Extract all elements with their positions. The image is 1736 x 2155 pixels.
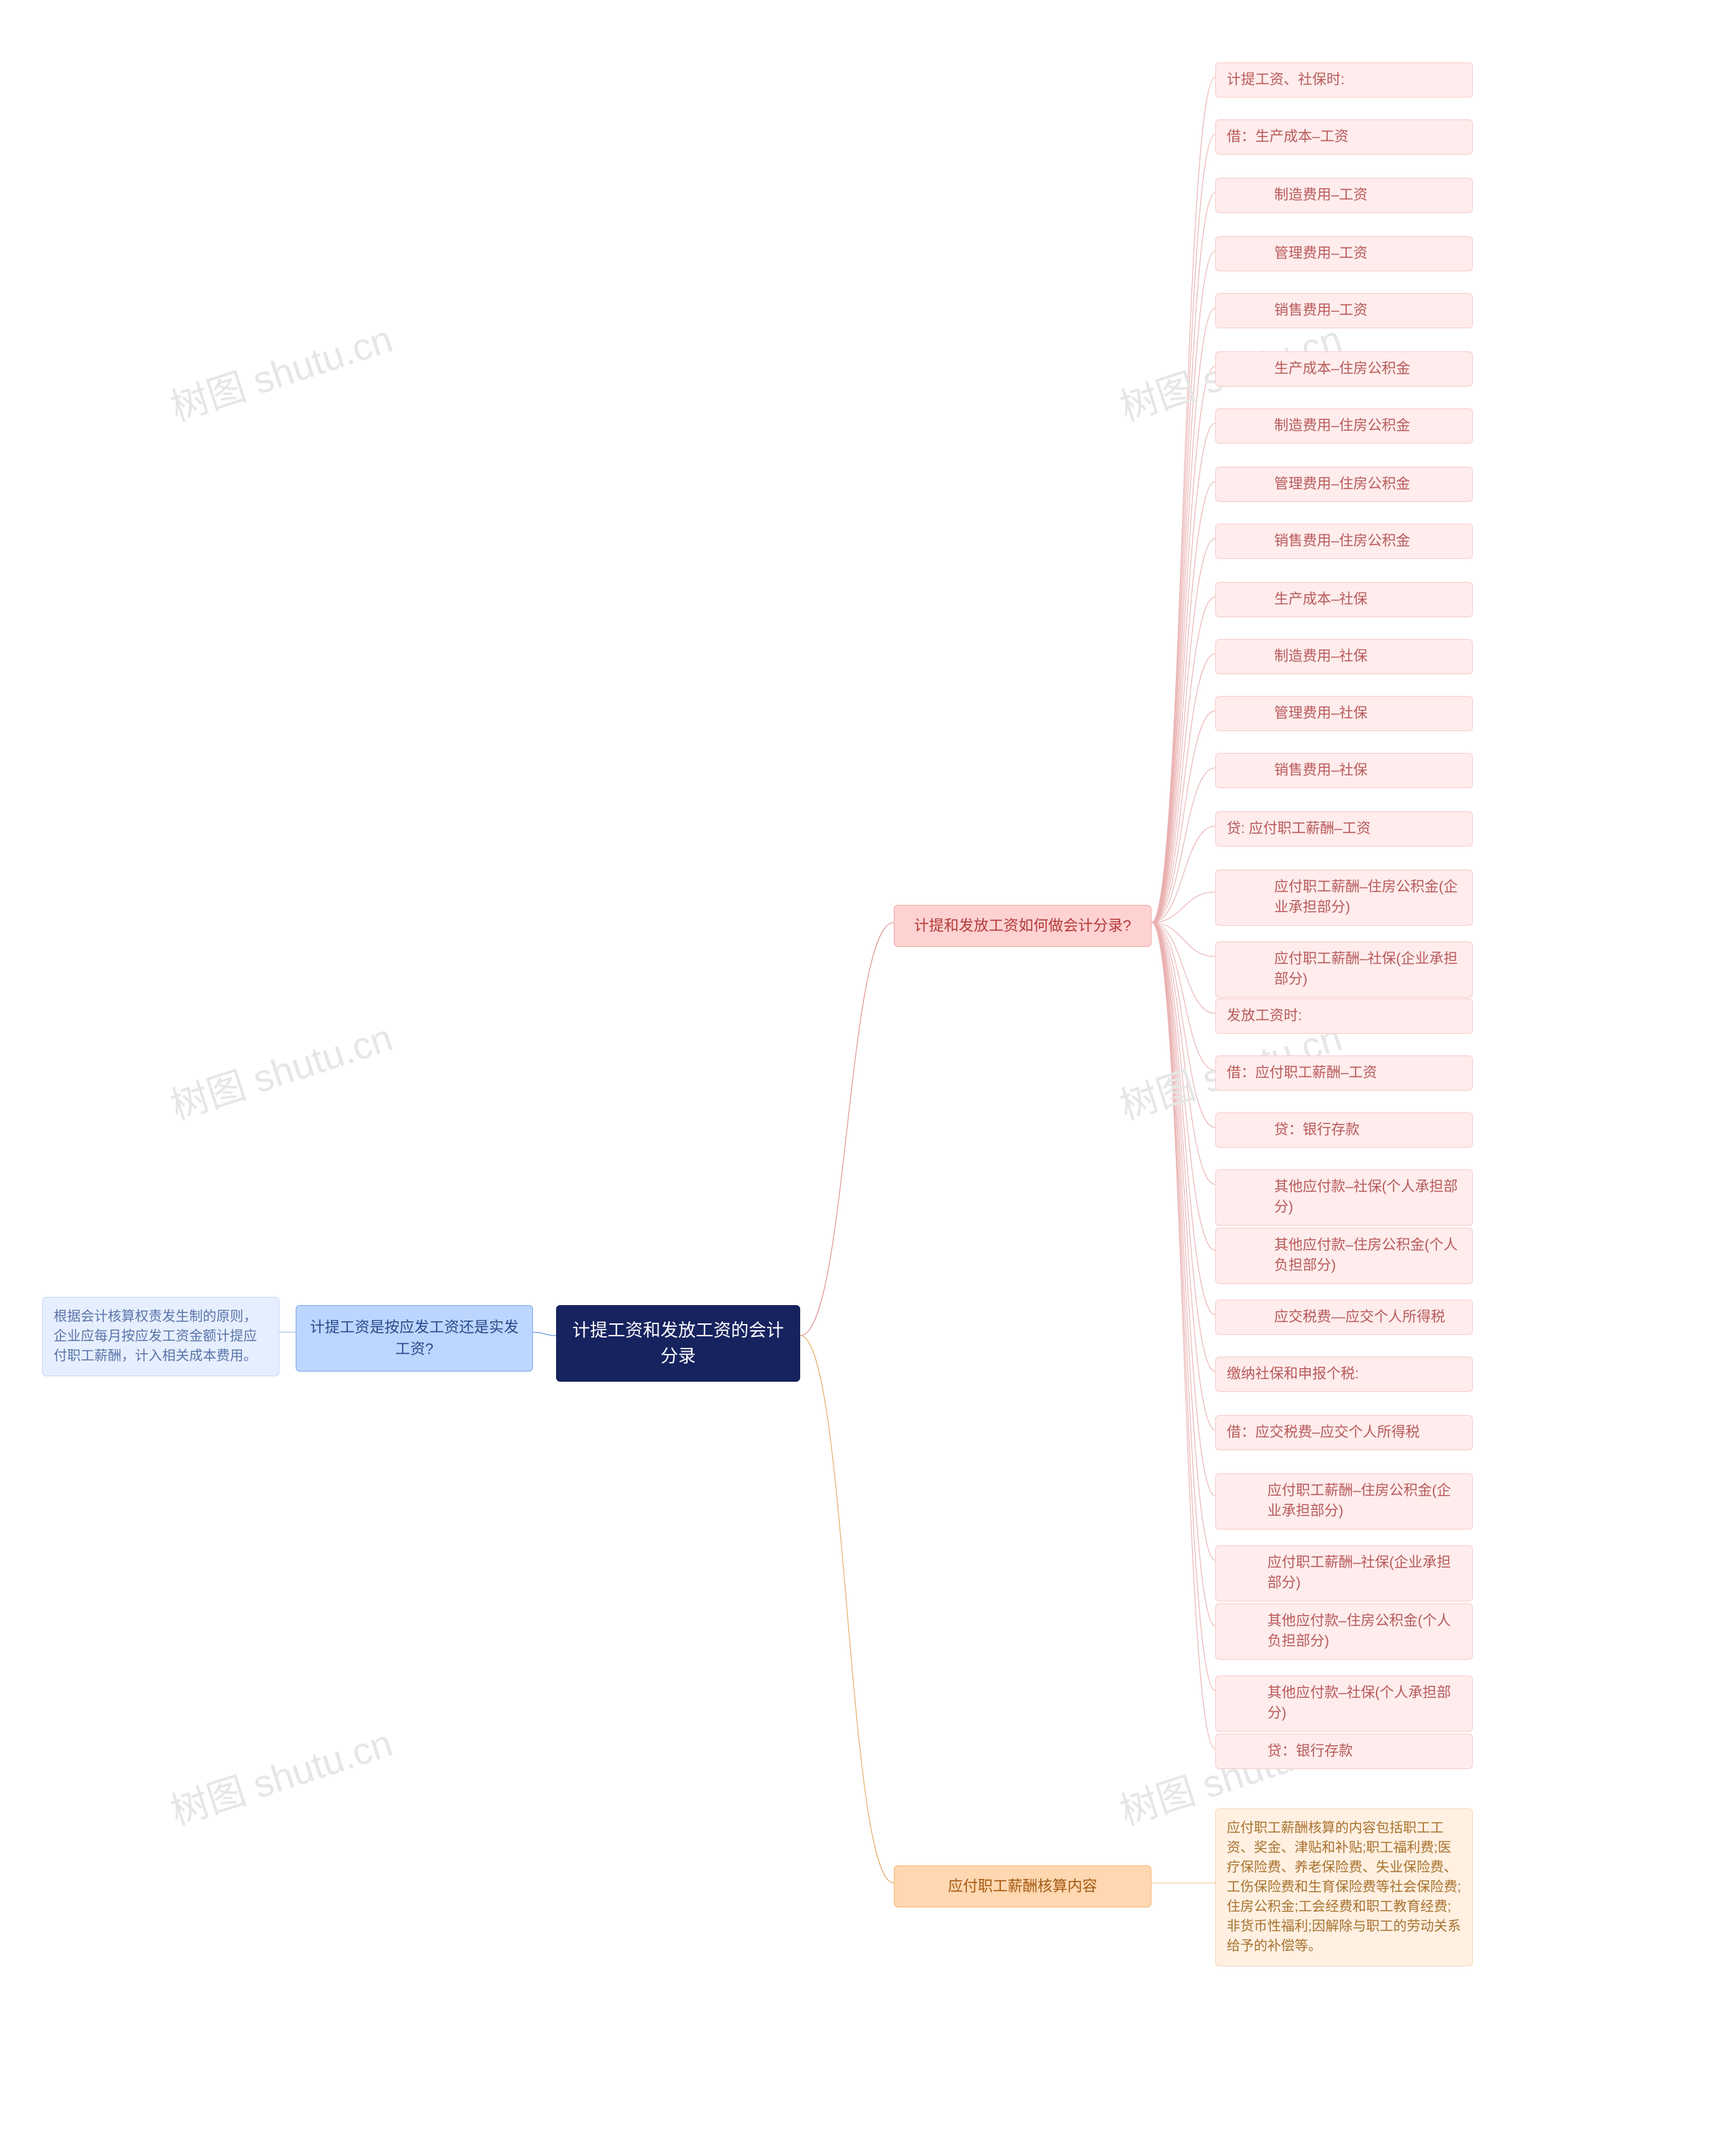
watermark: 树图 shutu.cn [163,1007,399,1131]
leaf-r1-9: 生产成本–社保 [1215,582,1473,617]
left-leaf: 根据会计核算权责发生制的原则，企业应每月按应发工资金额计提应付职工薪酬，计入相关… [42,1297,279,1376]
connector-layer [0,0,1736,2155]
leaf-r1-22: 缴纳社保和申报个税: [1215,1357,1473,1392]
leaf-r1-19: 其他应付款–社保(个人承担部分) [1215,1169,1473,1226]
mindmap-canvas: 树图 shutu.cn树图 shutu.cn树图 shutu.cn树图 shut… [0,0,1736,2155]
root-node: 计提工资和发放工资的会计分录 [556,1305,800,1382]
leaf-r1-15: 应付职工薪酬–社保(企业承担部分) [1215,941,1473,998]
leaf-r1-18: 贷：银行存款 [1215,1112,1473,1148]
branch-r1: 计提和发放工资如何做会计分录? [894,905,1151,947]
leaf-r1-20: 其他应付款–住房公积金(个人负担部分) [1215,1228,1473,1284]
leaf-r1-8: 销售费用–住房公积金 [1215,524,1473,559]
watermark: 树图 shutu.cn [163,1713,399,1836]
leaf-r1-23: 借：应交税费–应交个人所得税 [1215,1415,1473,1450]
leaf-r1-10: 制造费用–社保 [1215,639,1473,674]
leaf-r1-3: 管理费用–工资 [1215,236,1473,271]
leaf-r1-21: 应交税费—应交个人所得税 [1215,1300,1473,1335]
leaf-r1-27: 其他应付款–社保(个人承担部分) [1215,1675,1473,1732]
leaf-r1-24: 应付职工薪酬–住房公积金(企业承担部分) [1215,1473,1473,1530]
leaf-r1-5: 生产成本–住房公积金 [1215,351,1473,387]
leaf-r1-0: 计提工资、社保时: [1215,62,1473,98]
leaf-r1-13: 贷: 应付职工薪酬–工资 [1215,811,1473,847]
leaf-r1-7: 管理费用–住房公积金 [1215,467,1473,502]
watermark: 树图 shutu.cn [163,309,399,432]
leaf-r1-16: 发放工资时: [1215,998,1473,1034]
branch-r2: 应付职工薪酬核算内容 [894,1865,1151,1907]
leaf-r1-26: 其他应付款–住房公积金(个人负担部分) [1215,1604,1473,1660]
leaf-r1-2: 制造费用–工资 [1215,178,1473,213]
left-branch: 计提工资是按应发工资还是实发工资? [296,1305,533,1372]
leaf-r1-1: 借：生产成本–工资 [1215,119,1473,155]
leaf-r1-17: 借：应付职工薪酬–工资 [1215,1055,1473,1091]
leaf-r1-25: 应付职工薪酬–社保(企业承担部分) [1215,1545,1473,1601]
leaf-r1-6: 制造费用–住房公积金 [1215,408,1473,444]
leaf-r1-14: 应付职工薪酬–住房公积金(企业承担部分) [1215,870,1473,926]
leaf-r2-0: 应付职工薪酬核算的内容包括职工工资、奖金、津贴和补贴;职工福利费;医疗保险费、养… [1215,1808,1473,1966]
leaf-r1-11: 管理费用–社保 [1215,696,1473,731]
leaf-r1-4: 销售费用–工资 [1215,293,1473,328]
leaf-r1-12: 销售费用–社保 [1215,753,1473,788]
leaf-r1-28: 贷：银行存款 [1215,1734,1473,1769]
